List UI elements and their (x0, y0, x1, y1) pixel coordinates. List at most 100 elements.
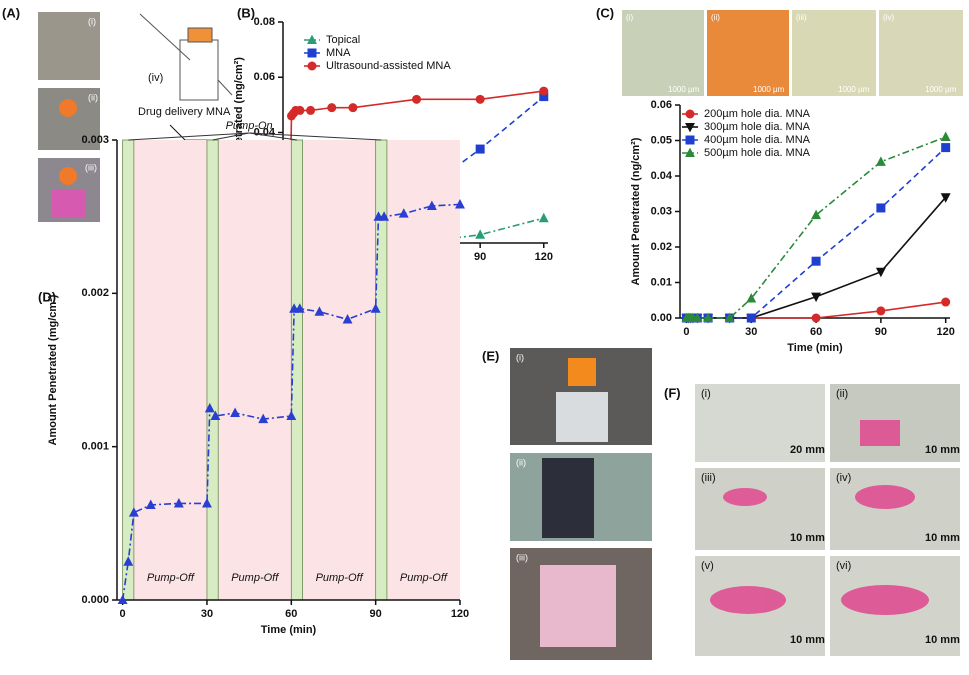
x-tick-label: 90 (474, 251, 486, 263)
series-line (686, 147, 947, 319)
legend-label: 400µm hole dia. MNA (704, 134, 811, 146)
marker (230, 407, 241, 417)
photo-detail (59, 99, 77, 117)
legend-label: MNA (326, 47, 351, 59)
photo-detail (568, 358, 596, 386)
y-tick-label: 0.08 (254, 16, 275, 28)
marker (258, 413, 269, 424)
y-axis-title: Amount Penetrated (ng/cm²) (630, 137, 642, 285)
marker (204, 402, 215, 413)
marker (123, 556, 134, 566)
photo-label: (i) (701, 388, 711, 400)
legend-marker (307, 34, 317, 45)
marker (294, 303, 305, 313)
scale-bar-label: 10 mm (790, 532, 825, 544)
x-tick-label: 30 (745, 326, 757, 338)
legend-label: Ultrasound-assisted MNA (326, 60, 451, 72)
marker (145, 499, 156, 509)
marker (327, 103, 337, 113)
marker (724, 312, 735, 323)
marker (746, 313, 756, 323)
dye-spread (710, 420, 929, 615)
photo-label: (i) (626, 13, 633, 22)
y-tick-label: 0.001 (81, 441, 109, 453)
marker (811, 292, 822, 303)
y-tick-label: 0.002 (81, 287, 109, 299)
pump-on-band (122, 139, 135, 601)
marker (398, 208, 409, 218)
y-tick-label: 0.04 (254, 126, 276, 138)
y-tick-label: 0.03 (651, 205, 672, 217)
marker (940, 193, 951, 203)
photo-label: (vi) (836, 560, 851, 572)
annotation: Pump-Off (316, 572, 364, 584)
arrow (249, 132, 382, 141)
panel-label: (E) (482, 348, 499, 363)
marker (876, 203, 886, 213)
pump-on-band (375, 139, 388, 601)
marker (295, 105, 305, 115)
marker (314, 306, 325, 316)
x-tick-label: 30 (201, 608, 213, 620)
marker (875, 267, 886, 278)
photo-label: (ii) (836, 388, 848, 400)
x-tick-label: 60 (810, 326, 822, 338)
photo-detail (540, 565, 616, 647)
photo (38, 12, 100, 80)
x-axis-title: Time (min) (261, 624, 317, 636)
legend-label: 500µm hole dia. MNA (704, 147, 811, 159)
marker (876, 306, 886, 316)
marker (703, 312, 714, 323)
legend-marker (685, 122, 695, 133)
y-tick-label: 0.06 (651, 99, 672, 111)
marker (412, 94, 422, 104)
annotation: Drug delivery MNA (138, 106, 231, 118)
scale-bar-label: 1000 µm (925, 85, 957, 94)
x-tick-label: 120 (451, 608, 469, 620)
y-tick-label: 0.05 (651, 134, 672, 146)
arrow (249, 132, 298, 141)
scale-bar-label: 1000 µm (668, 85, 700, 94)
photo (622, 10, 704, 96)
panel-label: (D) (38, 289, 56, 304)
photo-label: (v) (701, 560, 714, 572)
y-tick-label: 0.01 (651, 276, 672, 288)
annotation: Pump-Off (400, 572, 448, 584)
x-tick-label: 0 (683, 326, 689, 338)
legend-label: 300µm hole dia. MNA (704, 121, 811, 133)
arrow (212, 132, 250, 141)
scale-bar-label: 20 mm (790, 444, 825, 456)
x-tick-label: 90 (875, 326, 887, 338)
y-tick-label: 0.04 (651, 170, 673, 182)
scale-bar-label: 10 mm (925, 634, 960, 646)
scale-bar-label: 10 mm (925, 532, 960, 544)
photo (792, 10, 876, 96)
photo-label: (i) (516, 352, 524, 362)
marker (539, 92, 549, 102)
marker (941, 143, 951, 153)
marker (539, 86, 549, 96)
x-tick-label: 90 (370, 608, 382, 620)
marker (455, 199, 465, 209)
photo (707, 10, 789, 96)
marker (941, 297, 951, 307)
photo-detail (59, 167, 77, 185)
photo-label: (iii) (516, 552, 528, 562)
photo (38, 88, 100, 150)
marker (475, 144, 485, 154)
scale-bar-label: 1000 µm (753, 85, 785, 94)
legend-marker (307, 48, 317, 58)
scale-bar-label: 10 mm (790, 634, 825, 646)
photo-label: (iv) (883, 13, 894, 22)
marker (306, 105, 316, 115)
series-line (686, 136, 946, 319)
x-tick-label: 0 (120, 608, 126, 620)
photo (879, 10, 963, 96)
marker (692, 312, 703, 323)
y-tick-label: 0.003 (81, 134, 109, 146)
marker (746, 293, 757, 303)
photo (695, 384, 825, 462)
legend-marker (685, 109, 695, 119)
scale-bar-label: 1000 µm (838, 85, 870, 94)
pump-on-band (206, 139, 219, 601)
